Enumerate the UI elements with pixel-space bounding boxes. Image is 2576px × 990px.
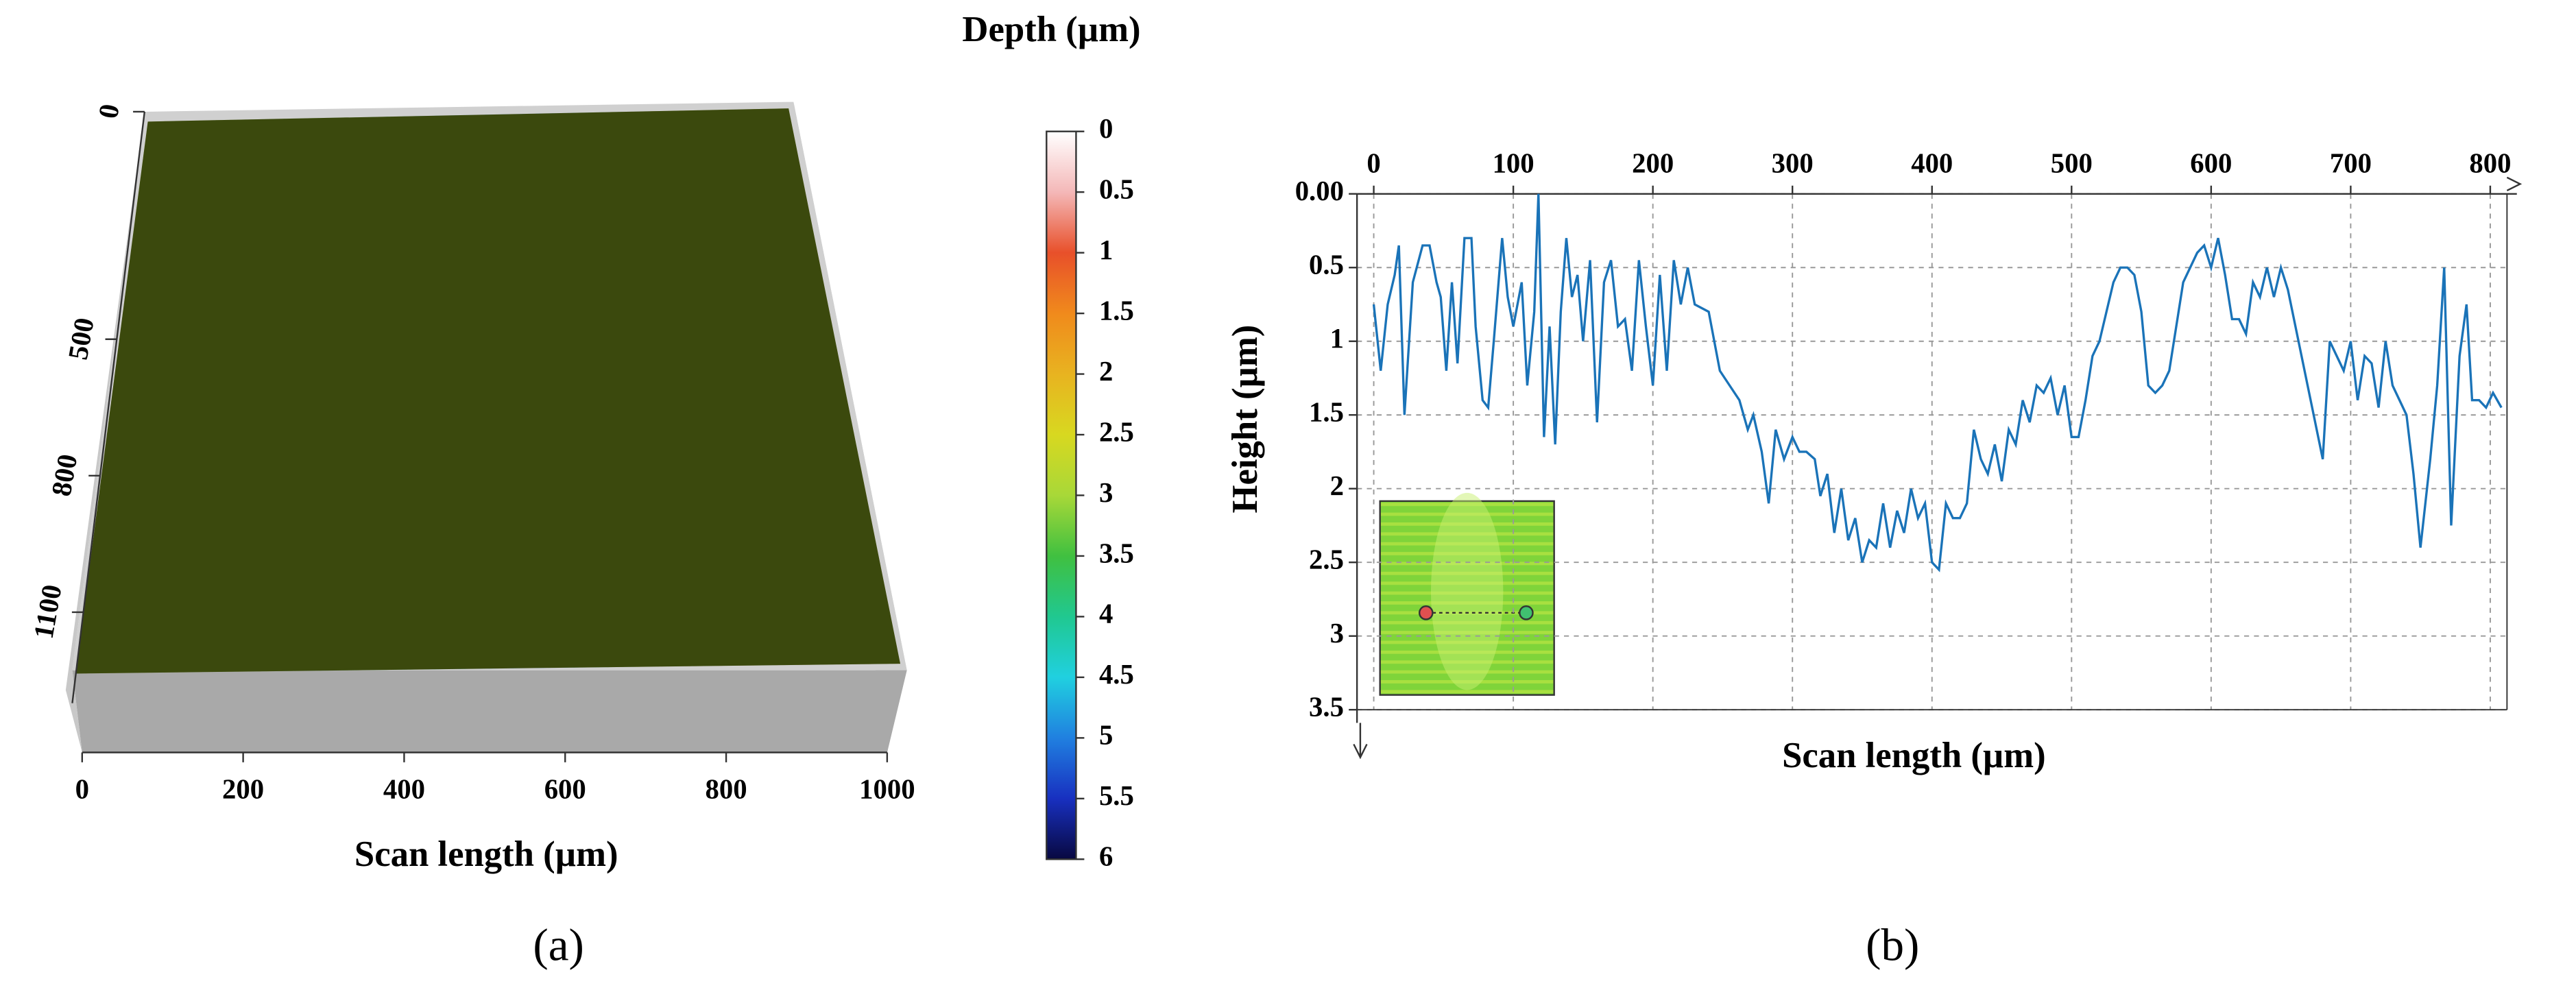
x-tick-label: 600 (2190, 147, 2232, 178)
colorbar-tick-label: 3 (1099, 477, 1113, 508)
colorbar-tick-label: 2.5 (1099, 416, 1134, 447)
x-tick-label: 500 (2051, 147, 2093, 178)
colorbar-label: Depth (µm) (962, 10, 1140, 49)
colorbar-tick-label: 4 (1099, 599, 1113, 629)
y-tick-label: 1100 (28, 582, 68, 641)
x-tick-label: 800 (2469, 147, 2511, 178)
colorbar-tick-label: 2 (1099, 356, 1113, 387)
x-tick-label: 300 (1772, 147, 1814, 178)
x-tick-label: 400 (1911, 147, 1953, 178)
y-tick-label: 0.00 (1295, 176, 1344, 206)
panel-label: (b) (1866, 919, 1919, 970)
colorbar-tick-label: 1 (1099, 234, 1113, 265)
y-tick-label: 0 (93, 101, 125, 121)
x-tick-label: 600 (544, 773, 586, 804)
y-tick-label: 3.5 (1309, 692, 1344, 723)
y-tick-label: 3 (1330, 618, 1344, 649)
surface (75, 108, 901, 674)
colorbar-tick-label: 5 (1099, 720, 1113, 751)
y-axis-label: Height (µm) (1225, 325, 1265, 514)
x-tick-label: 0 (1367, 147, 1380, 178)
colorbar-tick-label: 3.5 (1099, 538, 1134, 568)
x-tick-label: 200 (222, 773, 264, 804)
y-tick-label: 500 (62, 315, 100, 362)
x-axis-label: Scan length (µm) (354, 834, 618, 874)
colorbar (1046, 130, 1077, 860)
x-tick-label: 0 (75, 773, 89, 804)
y-tick-label: 2 (1330, 470, 1344, 501)
x-tick-label: 800 (706, 773, 747, 804)
inset-point (1519, 605, 1534, 620)
x-tick-label: 400 (383, 773, 425, 804)
x-tick-label: 100 (1493, 147, 1534, 178)
y-tick-label: 1.5 (1309, 397, 1344, 428)
x-tick-label: 700 (2330, 147, 2372, 178)
colorbar-tick-label: 1.5 (1099, 295, 1134, 326)
colorbar-tick-label: 4.5 (1099, 659, 1134, 690)
y-tick-label: 1 (1330, 323, 1344, 354)
colorbar-tick-label: 6 (1099, 841, 1113, 872)
colorbar-tick-label: 0.5 (1099, 174, 1134, 205)
colorbar-tick-label: 0 (1099, 113, 1113, 144)
x-axis-label: Scan length (µm) (1782, 736, 2046, 775)
y-tick-label: 0.5 (1309, 250, 1344, 280)
inset-highlight (1430, 492, 1504, 690)
axis-arrow (1353, 723, 1368, 760)
x-tick-label: 200 (1632, 147, 1674, 178)
axis-arrow (2506, 176, 2523, 192)
y-tick-label: 800 (46, 452, 84, 498)
block-front (72, 670, 907, 753)
inset-point (1418, 605, 1434, 620)
line-series (1372, 193, 2503, 572)
y-tick-label: 2.5 (1309, 544, 1344, 575)
y-axis (71, 111, 146, 703)
panel-label: (a) (533, 919, 583, 970)
colorbar-tick-label: 5.5 (1099, 780, 1134, 811)
x-tick-label: 1000 (859, 773, 915, 804)
